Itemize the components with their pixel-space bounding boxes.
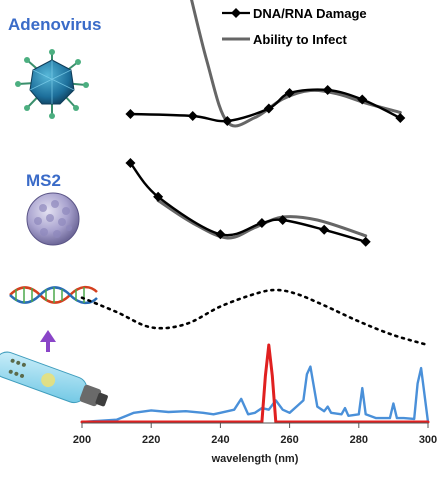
adenovirus-damage-point-5: [322, 85, 333, 95]
ms2-damage-point-6: [360, 236, 371, 247]
panel-lamp_spectra: [80, 343, 430, 424]
x-axis: 200 220 240 260 280 300 wavelength (nm): [73, 422, 437, 465]
lamp_spectra-low-pressure-lamp-line: [80, 343, 430, 424]
x-axis-label: wavelength (nm): [211, 453, 299, 465]
legend-marker-damage: [231, 8, 241, 18]
adenovirus-damage-point-7: [395, 113, 406, 123]
panel-ms2: [125, 158, 371, 247]
plot-area: [80, 0, 430, 424]
x-tick-label-220: 220: [142, 434, 160, 446]
ms2-label: MS2: [26, 171, 61, 190]
panel-adenovirus: [125, 0, 406, 128]
adenovirus-icon: [15, 49, 89, 119]
panel-dna_absorbance: [80, 288, 430, 347]
adenovirus-damage-point-4: [284, 88, 295, 98]
legend: DNA/RNA Damage Ability to Infect: [222, 6, 367, 47]
dna-helix-icon: [9, 285, 98, 305]
lamp_spectra-medium-pressure-lamp-line: [80, 365, 430, 424]
x-tick-label-260: 260: [280, 434, 298, 446]
ms2-damage-point-5: [319, 224, 330, 235]
dna_absorbance-dna-absorbance-line: [80, 288, 430, 347]
ms2-damage-point-0: [125, 158, 136, 168]
adenovirus-damage-point-0: [125, 109, 136, 119]
ms2-icon: [26, 192, 80, 246]
adenovirus-label: Adenovirus: [8, 15, 102, 34]
x-tick-label-240: 240: [211, 434, 229, 446]
legend-label-damage: DNA/RNA Damage: [253, 6, 367, 21]
adenovirus-damage-point-6: [357, 94, 368, 105]
x-tick-label-300: 300: [419, 434, 437, 446]
ms2-damage-point-4: [277, 215, 288, 225]
adenovirus-dna-rna-damage-line: [129, 88, 402, 123]
adenovirus-damage-point-2: [222, 116, 233, 126]
uv-lamp-icon: [0, 351, 108, 407]
ms2-damage-point-2: [215, 229, 226, 240]
adenovirus-ability-to-infect-line: [190, 0, 402, 128]
ms2-damage-point-3: [256, 218, 267, 228]
up-arrow-icon: [40, 330, 56, 352]
x-tick-label-200: 200: [73, 434, 91, 446]
x-tick-label-280: 280: [350, 434, 368, 446]
ms2-damage-point-1: [153, 191, 164, 202]
legend-label-infect: Ability to Infect: [253, 32, 348, 47]
ms2-dna-rna-damage-line: [129, 161, 367, 243]
adenovirus-damage-point-1: [187, 111, 198, 121]
adenovirus-damage-point-3: [263, 103, 274, 114]
ms2-ability-to-infect-line: [156, 199, 368, 240]
